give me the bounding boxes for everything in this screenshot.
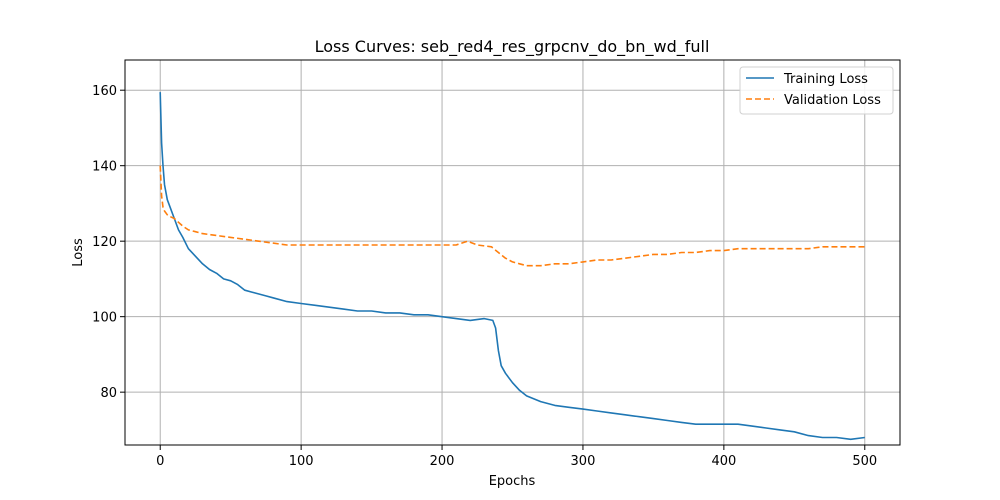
legend-label-training: Training Loss xyxy=(783,72,868,87)
x-tick-label: 500 xyxy=(852,454,877,469)
y-tick-label: 160 xyxy=(92,84,117,99)
x-tick-label: 400 xyxy=(711,454,736,469)
x-axis-label: Epochs xyxy=(489,474,536,489)
training-loss-line xyxy=(159,92,865,441)
axis-ticks: 0 100 200 300 400 500 80 100 120 140 160 xyxy=(92,84,877,469)
series-lines xyxy=(159,92,865,441)
y-tick-label: 80 xyxy=(100,386,117,401)
x-tick-label: 100 xyxy=(289,454,314,469)
legend: Training Loss Validation Loss xyxy=(739,66,894,115)
y-tick-label: 120 xyxy=(92,235,117,250)
y-axis-label: Loss xyxy=(71,238,86,267)
x-tick-label: 200 xyxy=(430,454,455,469)
plot-area-frame xyxy=(124,59,901,446)
legend-box xyxy=(739,66,894,115)
x-tick-label: 0 xyxy=(156,454,164,469)
chart-title: Loss Curves: seb_red4_res_grpcnv_do_bn_w… xyxy=(315,37,710,57)
validation-loss-line xyxy=(159,165,865,267)
x-tick-label: 300 xyxy=(571,454,596,469)
y-tick-label: 140 xyxy=(92,160,117,175)
legend-label-validation: Validation Loss xyxy=(784,93,881,108)
y-tick-label: 100 xyxy=(92,311,117,326)
